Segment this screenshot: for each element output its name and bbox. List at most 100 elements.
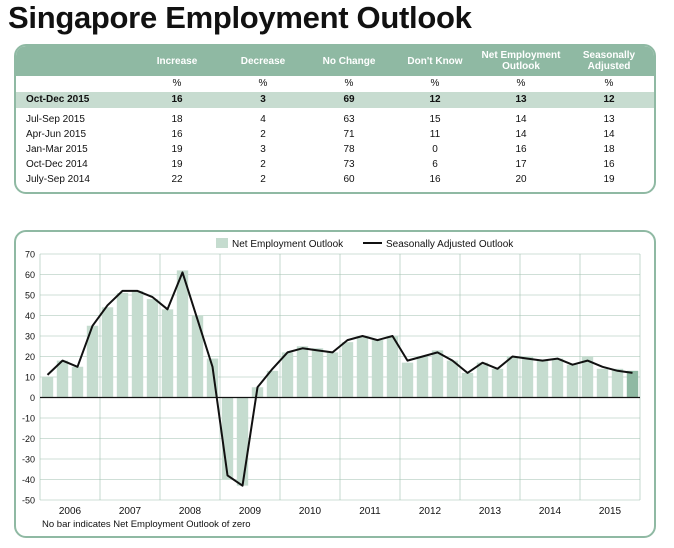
cell-net-outlook: 20 (515, 174, 527, 185)
y-tick-label: 0 (30, 393, 35, 403)
cell-dont-know: 11 (429, 129, 441, 140)
net-outlook-bar (191, 315, 204, 398)
cell-increase: 22 (171, 174, 183, 185)
cell-seasonally-adjusted: 14 (603, 129, 615, 140)
cell-dont-know: 16 (429, 174, 441, 185)
cell-dont-know: 6 (432, 159, 438, 170)
header-seasonally-adjusted: Seasonally Adjusted (582, 50, 636, 72)
net-outlook-bar (356, 336, 369, 398)
y-tick-label: 70 (25, 250, 35, 260)
y-tick-label: 10 (25, 373, 35, 383)
cell-decrease: 4 (260, 114, 266, 125)
cell-dont-know: 0 (432, 144, 438, 155)
table-row: July-Sep 2014 22 2 60 16 20 19 (16, 173, 654, 187)
cell-no-change: 73 (343, 159, 355, 170)
table-row: Oct-Dec 2014 19 2 73 6 17 16 (16, 158, 654, 172)
cell-seasonally-adjusted: 18 (603, 144, 615, 155)
seasonally-adjusted-line (46, 271, 633, 487)
legend-bar-swatch (216, 238, 228, 248)
table-row: Jul-Sep 2015 18 4 63 15 14 13 (16, 113, 654, 127)
x-tick-label: 2011 (359, 506, 381, 517)
row-label: Oct-Dec 2015 (26, 94, 90, 105)
cell-no-change: 69 (343, 94, 355, 105)
unit-cell: % (344, 78, 354, 89)
y-tick-label: 60 (25, 270, 35, 280)
cell-no-change: 78 (343, 144, 355, 155)
x-tick-label: 2012 (419, 506, 442, 517)
x-tick-label: 2015 (599, 506, 622, 517)
cell-net-outlook: 13 (515, 94, 527, 105)
net-outlook-bar (161, 309, 174, 398)
page-title: Singapore Employment Outlook (8, 0, 472, 35)
net-outlook-bar (236, 397, 249, 486)
net-outlook-bar (521, 356, 534, 398)
cell-decrease: 2 (260, 129, 266, 140)
net-outlook-bar (446, 360, 459, 398)
header-no-change: No Change (322, 55, 376, 67)
net-outlook-bar (206, 358, 219, 398)
net-outlook-bar (461, 372, 474, 398)
unit-cell: % (516, 78, 526, 89)
net-outlook-bar (491, 368, 504, 398)
net-outlook-bar (176, 270, 189, 398)
y-tick-label: -10 (22, 414, 35, 424)
net-outlook-bar (431, 350, 444, 398)
x-tick-label: 2010 (299, 506, 322, 517)
y-tick-label: 50 (25, 291, 35, 301)
cell-increase: 16 (171, 94, 183, 105)
row-label: Jan-Mar 2015 (26, 144, 88, 155)
net-outlook-bar (266, 370, 279, 398)
cell-decrease: 3 (260, 94, 266, 105)
unit-cell: % (172, 78, 182, 89)
net-outlook-bar (371, 340, 384, 398)
net-outlook-bar (296, 346, 309, 398)
cell-dont-know: 15 (429, 114, 441, 125)
cell-increase: 16 (171, 129, 183, 140)
row-label: Apr-Jun 2015 (26, 129, 87, 140)
net-outlook-bar (311, 348, 324, 398)
net-outlook-bar (146, 299, 159, 398)
outlook-chart: -50 -40 -30 -20 -10 0 10 20 30 40 50 60 70 2006 2007 20… (22, 238, 641, 530)
table-row: Jan-Mar 2015 19 3 78 0 16 18 (16, 143, 654, 157)
cell-increase: 19 (171, 159, 183, 170)
row-label: Oct-Dec 2014 (26, 159, 88, 170)
cell-net-outlook: 14 (515, 129, 527, 140)
net-outlook-bar (476, 362, 489, 398)
net-outlook-bar (626, 370, 639, 398)
net-outlook-bar (386, 336, 399, 398)
cell-net-outlook: 17 (515, 159, 527, 170)
chart-footnote: No bar indicates Net Employment Outlook … (42, 519, 251, 530)
cell-seasonally-adjusted: 19 (603, 174, 615, 185)
cell-seasonally-adjusted: 13 (603, 114, 615, 125)
cell-seasonally-adjusted: 12 (603, 94, 615, 105)
x-tick-label: 2013 (479, 506, 502, 517)
x-tick-label: 2006 (59, 506, 82, 517)
net-outlook-bar (551, 358, 564, 398)
net-outlook-bar (536, 360, 549, 398)
y-tick-label: 40 (25, 311, 35, 321)
legend-net-employment-outlook: Net Employment Outlook (232, 239, 344, 250)
x-tick-label: 2009 (239, 506, 262, 517)
net-outlook-bar (221, 397, 234, 480)
cell-no-change: 71 (343, 129, 355, 140)
net-outlook-bar (71, 366, 84, 398)
cell-seasonally-adjusted: 16 (603, 159, 615, 170)
unit-cell: % (430, 78, 440, 89)
net-outlook-bar (581, 356, 594, 398)
net-outlook-bar (41, 377, 54, 398)
net-outlook-bar (281, 352, 294, 398)
net-outlook-bar (131, 290, 144, 398)
legend-seasonally-adjusted-outlook: Seasonally Adjusted Outlook (386, 239, 514, 250)
table-row: Apr-Jun 2015 16 2 71 11 14 14 (16, 128, 654, 142)
unit-cell: % (604, 78, 614, 89)
net-outlook-bar (86, 325, 99, 398)
net-outlook-bar (101, 307, 114, 398)
outlook-table: Increase Decrease No Change Don't Know N… (14, 44, 656, 194)
units-row: % % % % % % (16, 77, 654, 91)
net-outlook-bar (56, 360, 69, 398)
x-tick-label: 2014 (539, 506, 562, 517)
net-outlook-bar (566, 364, 579, 398)
row-label: July-Sep 2014 (26, 174, 90, 185)
cell-increase: 19 (171, 144, 183, 155)
net-outlook-bar (611, 368, 624, 398)
